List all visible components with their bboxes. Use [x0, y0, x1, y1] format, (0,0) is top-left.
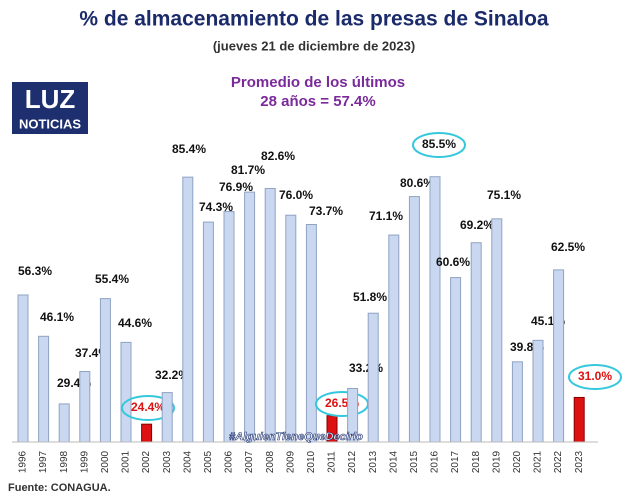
x-tick-label: 2005 [203, 450, 214, 473]
bar [264, 187, 276, 443]
x-tick-label: 2001 [121, 450, 132, 473]
value-label: 55.4% [95, 272, 129, 286]
x-tick-label: 2017 [450, 450, 461, 473]
bar [367, 312, 379, 443]
x-tick-label: 2015 [409, 450, 420, 473]
label-circle [568, 364, 622, 390]
value-label: 82.6% [261, 149, 295, 163]
value-label: 76.9% [219, 180, 253, 194]
bar [99, 298, 111, 443]
bar [161, 392, 173, 443]
bar [17, 294, 29, 443]
x-tick-label: 2018 [471, 450, 482, 473]
logo-text: LUZ [25, 84, 76, 114]
value-label: 74.3% [199, 200, 233, 214]
value-label: 75.1% [487, 188, 521, 202]
label-circle [412, 132, 466, 158]
value-label: 62.5% [551, 240, 585, 254]
bar [553, 269, 565, 443]
value-label: 60.6% [436, 255, 470, 269]
bar [79, 371, 91, 443]
value-label: 51.8% [353, 290, 387, 304]
value-label: 56.3% [18, 264, 52, 278]
bar [388, 234, 400, 443]
hashtag: #AlguienTieneQueDecirlo [229, 431, 363, 443]
value-label: 76.0% [279, 188, 313, 202]
logo-box [12, 82, 88, 134]
bar [202, 221, 214, 443]
x-tick-label: 2007 [244, 450, 255, 473]
value-label: 69.2% [460, 218, 494, 232]
bar [573, 396, 585, 443]
bar [244, 191, 256, 443]
x-tick-label: 2011 [327, 451, 338, 473]
bar [491, 218, 503, 443]
x-tick-label: 2004 [182, 450, 193, 473]
value-label: 71.1% [369, 209, 403, 223]
x-tick-label: 1996 [18, 450, 29, 473]
bar [408, 196, 420, 443]
x-tick-label: 2003 [162, 450, 173, 473]
value-label: 24.4% [131, 400, 165, 414]
label-circle [121, 395, 175, 421]
bar [511, 361, 523, 443]
value-label: 46.1% [40, 310, 74, 324]
x-tick-label: 2013 [368, 450, 379, 473]
x-tick-label: 2014 [388, 450, 399, 473]
value-label: 85.5% [422, 137, 456, 151]
bar [182, 176, 194, 443]
x-tick-label: 2021 [533, 450, 544, 473]
x-tick-label: 1999 [79, 450, 90, 473]
x-tick-label: 2009 [285, 450, 296, 473]
x-tick-label: 2006 [224, 450, 235, 473]
chart-subtitle: (jueves 21 de diciembre de 2023) [213, 38, 415, 53]
chart-title: % de almacenamiento de las presas de Sin… [79, 8, 549, 31]
value-label: 80.6% [400, 176, 434, 190]
bar [120, 341, 132, 443]
value-label: 44.6% [118, 316, 152, 330]
value-label: 31.0% [578, 369, 612, 383]
bar [58, 403, 70, 443]
value-label: 81.7% [231, 163, 265, 177]
x-tick-label: 2016 [430, 450, 441, 473]
x-tick-label: 2022 [553, 450, 564, 473]
value-label: 73.7% [309, 204, 343, 218]
annotation: Promedio de los últimos [231, 74, 405, 91]
x-tick-label: 2019 [491, 450, 502, 473]
x-tick-label: 2023 [574, 450, 585, 473]
bar [305, 224, 317, 443]
x-tick-label: 2010 [306, 450, 317, 473]
logo-text: NOTICIAS [19, 116, 81, 131]
bar [470, 242, 482, 443]
source: Fuente: CONAGUA. [8, 482, 111, 494]
value-label: 85.4% [172, 142, 206, 156]
bar [223, 211, 235, 443]
x-tick-label: 2000 [100, 450, 111, 473]
value-label: 32.2% [155, 368, 189, 382]
x-tick-label: 2002 [141, 450, 152, 473]
bar [429, 176, 441, 443]
x-tick-label: 2020 [512, 450, 523, 473]
bar [450, 277, 462, 443]
x-tick-label: 2008 [265, 450, 276, 473]
x-tick-label: 2012 [347, 450, 358, 473]
bar [141, 423, 153, 443]
bar [38, 335, 50, 443]
annotation: 28 años = 57.4% [260, 93, 376, 110]
x-tick-label: 1998 [59, 450, 70, 473]
bar [285, 214, 297, 443]
bar [532, 339, 544, 443]
x-tick-label: 1997 [38, 450, 49, 473]
